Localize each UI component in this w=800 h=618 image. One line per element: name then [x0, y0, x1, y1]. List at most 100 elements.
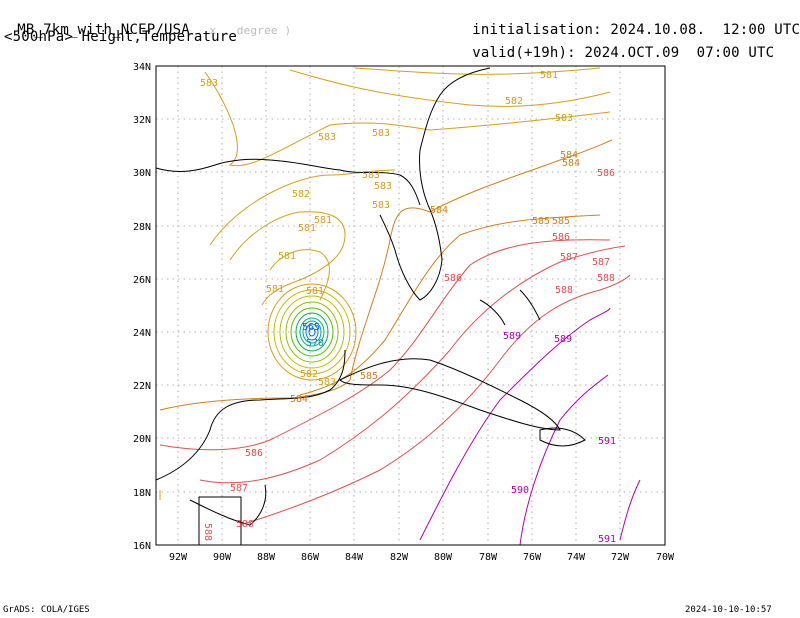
contour-label-layer: 583 581 582 583 583 583 583 583 583 582 …: [200, 70, 616, 545]
contour-589: [419, 307, 611, 541]
central-america: [189, 484, 267, 526]
contour-label: 591: [598, 534, 616, 545]
footer-timestamp: 2024-10-10-10:57: [685, 605, 772, 615]
contour-label: 581: [278, 251, 296, 262]
height-contours: [159, 67, 641, 546]
contour-588: [239, 274, 631, 526]
lat-axis: 34N 32N 30N 28N 26N 24N 22N 20N 18N 16N: [133, 62, 151, 552]
lat-label: 32N: [133, 115, 151, 126]
contour-label: 588: [236, 519, 254, 530]
contour-label: 588: [555, 285, 573, 296]
contour-label: 581: [266, 284, 284, 295]
contour-583-gulf: [209, 169, 396, 246]
contour-label: 589: [503, 331, 521, 342]
valid-label: valid(+19h):: [472, 45, 576, 61]
contour-label: 565: [302, 322, 320, 333]
graticule: [156, 66, 665, 545]
contour-label: 582: [505, 96, 523, 107]
valid-value: 2024.OCT.09 07:00 UTC: [584, 45, 775, 61]
contour-584-south: [159, 379, 351, 411]
contour-586: [159, 239, 611, 451]
contour-label: 586: [444, 273, 462, 284]
lon-label: 84W: [345, 552, 364, 563]
contour-label: 588: [597, 273, 615, 284]
contour-label: 587: [230, 483, 248, 494]
lon-label: 72W: [611, 552, 630, 563]
map-frame: [155, 65, 666, 546]
contour-587: [199, 245, 626, 484]
contour-label: 585: [552, 216, 570, 227]
contour-label: 582: [292, 189, 310, 200]
contour-label: 583: [362, 170, 380, 181]
contour-label: 587: [560, 252, 578, 263]
lon-label: 90W: [213, 552, 232, 563]
low-pressure-rings: [267, 283, 357, 381]
model-units: . x . degree ): [195, 24, 292, 37]
contour-label: 583: [374, 181, 392, 192]
contour-583-north: [204, 71, 611, 167]
lon-label: 82W: [390, 552, 409, 563]
lat-label: 20N: [133, 434, 151, 445]
cuba: [339, 358, 561, 431]
contour-label: 583: [555, 113, 573, 124]
contour-label: 590: [511, 485, 529, 496]
contour-label: 591: [598, 436, 616, 447]
model-name: MB_7km_with_NCEP/USA: [17, 22, 190, 38]
contour-label: 583: [318, 132, 336, 143]
contour-label: 586: [245, 448, 263, 459]
product-title: <500hPa> Height,Temperature: [4, 29, 237, 45]
lon-label: 92W: [169, 552, 188, 563]
contour-label: 584: [290, 394, 308, 405]
contour-label: 587: [592, 257, 610, 268]
contour-label: 583: [318, 377, 336, 388]
contour-label: 581: [314, 215, 332, 226]
yucatan-coast: [155, 349, 346, 481]
lon-label: 80W: [434, 552, 453, 563]
lon-label: 76W: [523, 552, 542, 563]
lon-label: 78W: [479, 552, 498, 563]
contour-label: 583: [200, 78, 218, 89]
contour-label: 584: [560, 150, 578, 161]
contour-584-mid: [349, 139, 613, 381]
contour-581-gulf: [269, 249, 330, 301]
lat-label: 24N: [133, 328, 151, 339]
atlantic-coast: [419, 67, 491, 206]
hispaniola: [539, 427, 586, 447]
lon-label: 70W: [656, 552, 675, 563]
lon-axis: 92W 90W 88W 86W 84W 82W 80W 78W 76W 74W …: [169, 552, 675, 563]
init-time: initialisation: 2024.10.08. 12:00 UTC: [455, 6, 800, 38]
contour-label: 584: [430, 205, 448, 216]
contour-label: 585: [360, 371, 378, 382]
coastlines: [155, 67, 586, 526]
footer-credit: GrADS: COLA/IGES: [3, 605, 90, 615]
lat-label: 28N: [133, 222, 151, 233]
contour-label: 586: [597, 168, 615, 179]
contour-label: 581: [306, 286, 324, 297]
contour-label: 583: [372, 128, 390, 139]
contour-590: [519, 374, 609, 546]
florida-peninsula: [379, 204, 443, 301]
contour-label: 581: [540, 70, 558, 81]
contour-582-north: [289, 69, 611, 107]
lon-label: 88W: [257, 552, 276, 563]
contour-label-rotated: 588: [202, 523, 213, 541]
lat-label: 16N: [133, 541, 151, 552]
contour-591: [619, 479, 641, 541]
lon-label: 86W: [301, 552, 320, 563]
init-value: 2024.10.08. 12:00 UTC: [610, 22, 800, 38]
contour-585-mid: [299, 214, 601, 396]
lat-label: 30N: [133, 168, 151, 179]
contour-label: 589: [554, 334, 572, 345]
contour-label: 584: [562, 158, 580, 169]
lat-label: 22N: [133, 381, 151, 392]
bahamas: [479, 289, 541, 326]
gulf-coast-north: [155, 158, 421, 206]
lon-label: 74W: [567, 552, 586, 563]
model-title: MB_7km_with_NCEP/USA . x . degree ): [0, 6, 291, 38]
contour-label: 583: [372, 200, 390, 211]
contour-label: 570: [306, 338, 324, 349]
contour-label: 581: [298, 223, 316, 234]
contour-581-north: [354, 67, 601, 75]
valid-time: valid(+19h): 2024.OCT.09 07:00 UTC: [455, 29, 774, 61]
